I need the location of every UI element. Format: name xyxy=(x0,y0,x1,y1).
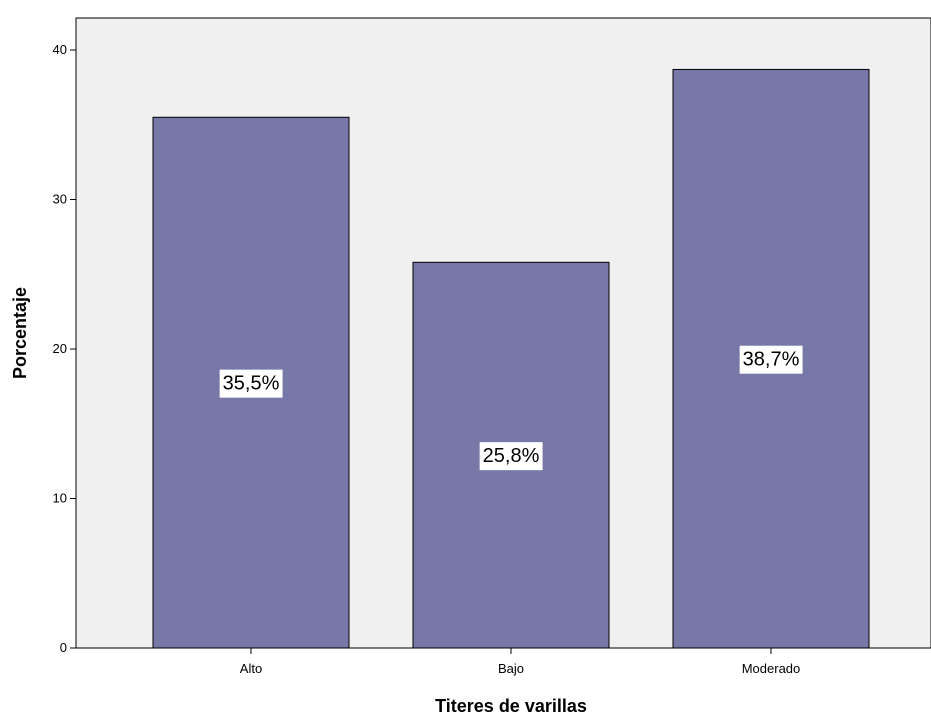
y-tick-label: 20 xyxy=(53,341,67,356)
data-label-box xyxy=(479,442,543,471)
y-tick-label: 10 xyxy=(53,491,67,506)
ticks-layer: 0 10 20 30 40 Alto Bajo Moderado xyxy=(53,42,931,676)
data-label-bajo: 25,8% xyxy=(479,442,543,471)
x-axis-title: Titeres de varillas xyxy=(435,696,587,715)
data-label-box xyxy=(219,369,283,398)
data-label-alto: 35,5% xyxy=(219,369,283,398)
bars-layer: 35,5% 25,8% 38,7% xyxy=(152,68,870,649)
data-label-box xyxy=(739,345,803,374)
x-tick-label-moderado: Moderado xyxy=(742,661,801,676)
data-label-moderado: 38,7% xyxy=(739,345,803,374)
y-tick-label: 40 xyxy=(53,42,67,57)
y-tick-label: 0 xyxy=(60,640,67,655)
y-tick-label: 30 xyxy=(53,192,67,207)
y-axis-title: Porcentaje xyxy=(10,287,30,379)
data-label-text: 38,7% xyxy=(743,349,800,371)
data-label-text: 35,5% xyxy=(223,373,280,395)
data-label-text: 25,8% xyxy=(483,445,540,467)
x-tick-label-bajo: Bajo xyxy=(498,661,524,676)
x-tick-label-alto: Alto xyxy=(240,661,262,676)
